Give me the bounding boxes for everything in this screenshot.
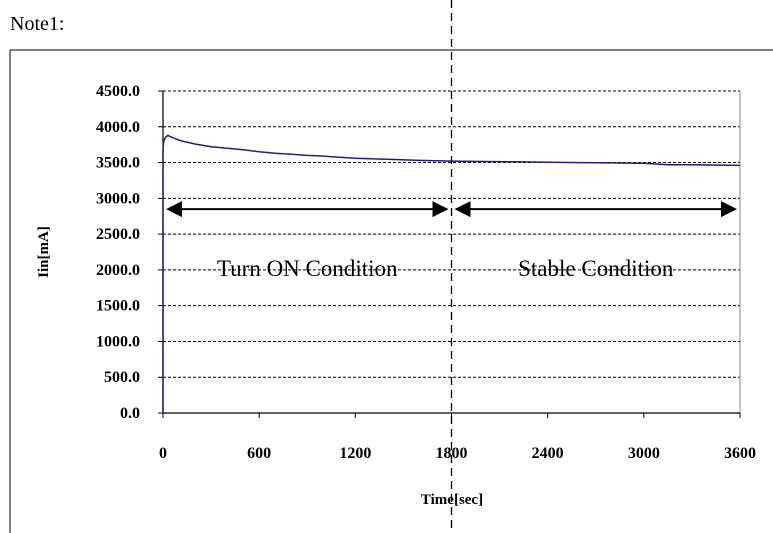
axes — [158, 90, 741, 418]
series-line — [162, 134, 741, 413]
region-label: Stable Condition — [518, 256, 674, 281]
y-tick-label: 3500.0 — [96, 155, 140, 172]
x-axis-title: Time[sec] — [421, 492, 483, 508]
region-label: Turn ON Condition — [217, 256, 398, 281]
region-arrow-head-left — [166, 201, 182, 218]
note-label: Note1: — [10, 13, 64, 35]
region-arrow-head-left — [454, 201, 471, 218]
tick-labels: 0.0 500.0 1000.0 1500.0 2000.0 2500.0 3000.0 35… — [96, 83, 756, 462]
y-tick-label: 4500.0 — [96, 83, 140, 100]
region-arrow-head-right — [721, 201, 737, 218]
y-tick-label: 0.0 — [120, 405, 140, 422]
x-tick-label: 2400 — [532, 445, 564, 462]
y-tick-label: 2000.0 — [96, 262, 140, 279]
y-tick-label: 1500.0 — [96, 298, 140, 315]
annotation-layer: Turn ON Condition Stable Condition — [166, 0, 737, 533]
y-tick-label: 4000.0 — [96, 119, 140, 136]
y-axis-title: Iin[mA] — [36, 226, 52, 278]
y-tick-label: 2500.0 — [96, 226, 140, 243]
x-tick-label: 1800 — [436, 445, 468, 462]
series-layer — [162, 134, 741, 413]
x-tick-label: 0 — [159, 445, 167, 462]
x-tick-label: 3000 — [628, 445, 660, 462]
x-tick-label: 1200 — [339, 445, 371, 462]
region-arrow-head-right — [432, 201, 449, 218]
y-tick-label: 500.0 — [104, 369, 140, 386]
y-tick-label: 1000.0 — [96, 333, 140, 350]
x-tick-label: 3600 — [724, 445, 756, 462]
x-tick-label: 600 — [247, 445, 271, 462]
y-tick-label: 3000.0 — [96, 190, 140, 207]
